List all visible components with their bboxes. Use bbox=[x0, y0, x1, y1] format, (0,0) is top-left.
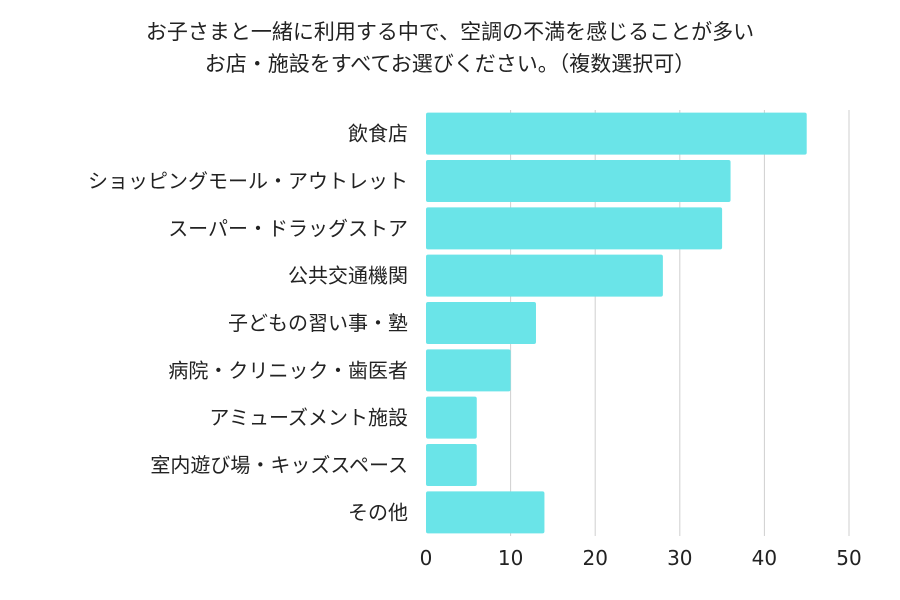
bar bbox=[426, 112, 807, 155]
category-label: 子どもの習い事・塾 bbox=[228, 311, 408, 335]
bar bbox=[426, 444, 477, 486]
category-label: 公共交通機関 bbox=[288, 264, 408, 288]
category-label: スーパー・ドラッグストア bbox=[168, 216, 408, 240]
category-label: アミューズメント施設 bbox=[209, 406, 408, 430]
bars bbox=[426, 112, 807, 534]
category-label: その他 bbox=[348, 500, 408, 524]
x-tick-label: 10 bbox=[498, 546, 523, 570]
chart-title-line-2: お店・施設をすべてお選びください。（複数選択可） bbox=[204, 52, 696, 76]
x-tick-label: 0 bbox=[420, 546, 433, 570]
x-tick-label: 30 bbox=[667, 546, 692, 570]
chart-title: お子さまと一緒に利用する中で、空調の不満を感じることが多い お店・施設をすべてお… bbox=[0, 16, 900, 80]
category-label: 室内遊び場・キッズスペース bbox=[150, 453, 408, 477]
chart-title-line-1: お子さまと一緒に利用する中で、空調の不満を感じることが多い bbox=[145, 20, 755, 44]
bar bbox=[426, 349, 511, 392]
bar bbox=[426, 396, 477, 439]
x-axis-ticks: 0 10 20 30 40 50 bbox=[420, 546, 862, 570]
x-tick-label: 50 bbox=[836, 546, 861, 570]
category-labels: 飲食店ショッピングモール・アウトレットスーパー・ドラッグストア公共交通機関子ども… bbox=[88, 122, 408, 525]
bar bbox=[426, 302, 536, 344]
x-tick-label: 40 bbox=[752, 546, 777, 570]
x-tick-label: 20 bbox=[582, 546, 607, 570]
bar bbox=[426, 160, 731, 202]
category-label: 飲食店 bbox=[348, 122, 408, 146]
bar bbox=[426, 254, 663, 297]
bar bbox=[426, 207, 723, 250]
category-label: ショッピングモール・アウトレット bbox=[88, 169, 408, 193]
bar bbox=[426, 491, 545, 534]
category-label: 病院・クリニック・歯医者 bbox=[168, 358, 408, 382]
